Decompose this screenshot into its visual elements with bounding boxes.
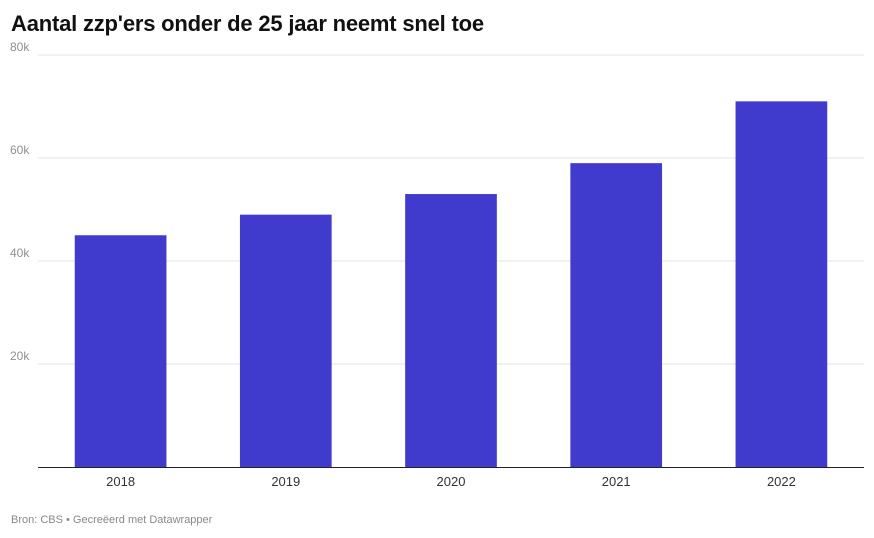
x-tick-label: 2020 bbox=[437, 474, 466, 489]
y-axis-labels: 20k 40k 60k 80k bbox=[10, 40, 30, 363]
source-footer: Bron: CBS • Gecreëerd met Datawrapper bbox=[11, 514, 213, 526]
y-tick-label: 40k bbox=[10, 246, 30, 260]
bar-2021 bbox=[570, 163, 663, 467]
x-tick-label: 2021 bbox=[602, 474, 631, 489]
bar-2018 bbox=[74, 235, 167, 467]
x-tick-label: 2018 bbox=[106, 474, 135, 489]
bars bbox=[74, 101, 828, 468]
bar-2019 bbox=[239, 214, 332, 467]
chart-title: Aantal zzp'ers onder de 25 jaar neemt sn… bbox=[11, 11, 484, 36]
bar-2022 bbox=[735, 101, 828, 467]
y-tick-label: 80k bbox=[10, 40, 30, 54]
x-axis-labels: 2018 2019 2020 2021 2022 bbox=[106, 474, 796, 489]
bar-2020 bbox=[405, 194, 497, 468]
y-tick-label: 20k bbox=[10, 349, 30, 363]
y-tick-label: 60k bbox=[10, 143, 30, 157]
x-tick-label: 2019 bbox=[271, 474, 300, 489]
x-tick-label: 2022 bbox=[767, 474, 796, 489]
